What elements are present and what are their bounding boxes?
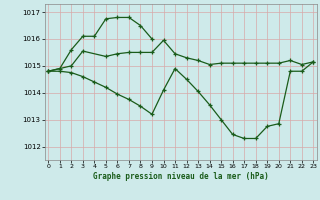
X-axis label: Graphe pression niveau de la mer (hPa): Graphe pression niveau de la mer (hPa): [93, 172, 269, 181]
